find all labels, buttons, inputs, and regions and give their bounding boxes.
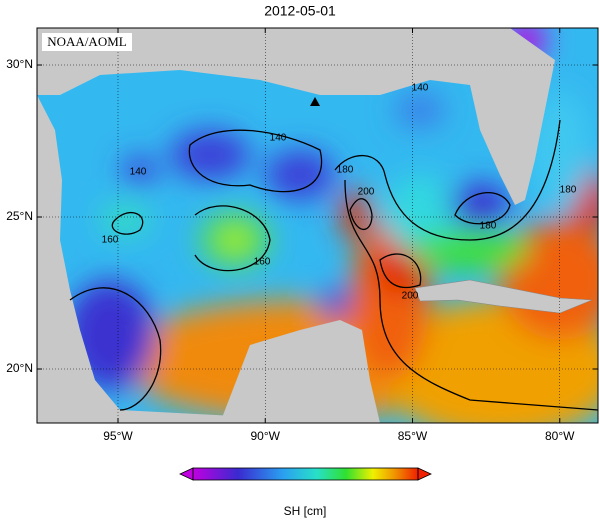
colorbar: SH [cm] xyxy=(179,467,432,518)
contour-label: 180 xyxy=(560,185,577,196)
lon-tick-label: 95°W xyxy=(103,429,133,443)
colorbar-arrow-low xyxy=(179,467,194,481)
map-frame xyxy=(36,27,599,424)
credit-box xyxy=(42,33,132,51)
lat-tick-label: 20°N xyxy=(6,361,33,375)
contour-label: 140 xyxy=(412,83,429,94)
lon-tick-label: 90°W xyxy=(251,429,281,443)
colorbar-label: SH [cm] xyxy=(284,504,327,518)
colorbar-gradient xyxy=(193,468,418,480)
map-title: 2012-05-01 xyxy=(264,3,336,19)
lon-tick-label: 85°W xyxy=(398,429,428,443)
contour-label: 160 xyxy=(102,235,119,246)
lat-tick-label: 30°N xyxy=(6,57,33,71)
axes: 30°N 25°N 20°N 95°W 90°W 85°W 80°W xyxy=(6,28,598,443)
contour-label: 140 xyxy=(130,167,147,178)
map-area: 140 140 140 160 160 180 200 200 180 180 xyxy=(37,28,598,423)
contours xyxy=(69,119,598,411)
contour-label: 180 xyxy=(337,165,354,176)
contour-label: 200 xyxy=(402,291,419,302)
station-marker xyxy=(310,97,320,106)
contour-label: 160 xyxy=(254,257,271,268)
contour-labels: 140 140 140 160 160 180 200 200 180 180 xyxy=(102,83,577,302)
graticule xyxy=(37,28,598,423)
yucatan xyxy=(220,320,380,423)
contour-label: 140 xyxy=(270,133,287,144)
cuba xyxy=(414,279,593,314)
credit: NOAA/AOML xyxy=(47,34,127,49)
contour-label: 200 xyxy=(358,187,375,198)
contour-label: 180 xyxy=(480,221,497,232)
colorbar-arrow-high xyxy=(417,467,432,481)
colorbar-frame xyxy=(192,467,419,481)
lon-tick-label: 80°W xyxy=(545,429,575,443)
lat-tick-label: 25°N xyxy=(6,209,33,223)
